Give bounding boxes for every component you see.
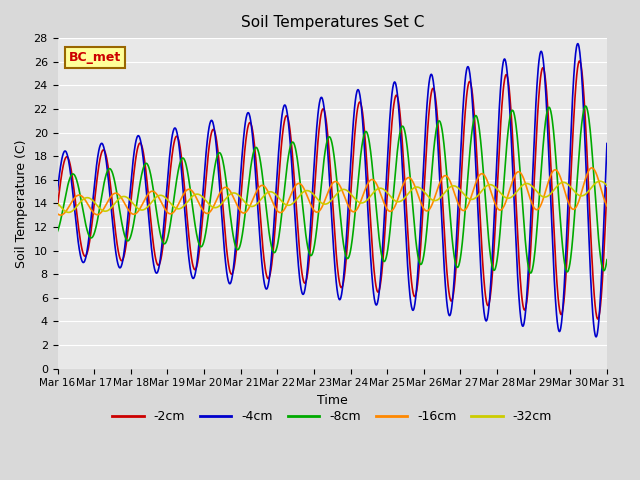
Y-axis label: Soil Temperature (C): Soil Temperature (C) [15, 139, 28, 267]
Title: Soil Temperatures Set C: Soil Temperatures Set C [241, 15, 424, 30]
Legend: -2cm, -4cm, -8cm, -16cm, -32cm: -2cm, -4cm, -8cm, -16cm, -32cm [108, 406, 557, 428]
Text: BC_met: BC_met [68, 51, 121, 64]
X-axis label: Time: Time [317, 394, 348, 407]
